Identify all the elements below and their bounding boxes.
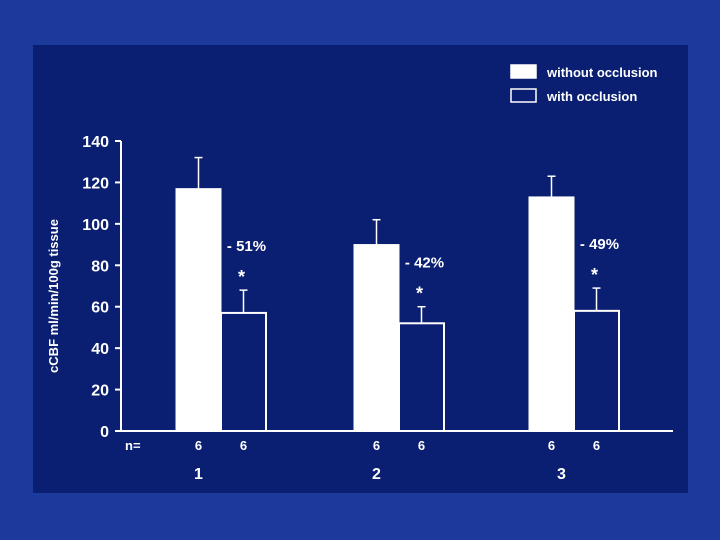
legend-swatch-with-occlusion bbox=[510, 88, 537, 103]
y-tick-label: 120 bbox=[82, 175, 109, 192]
n-label: n= bbox=[125, 438, 141, 453]
chart-panel: 0 20 40 60 80 100 120 140 cCBF ml/min/100g tissu… bbox=[33, 45, 688, 493]
y-tick-label: 80 bbox=[91, 258, 109, 275]
legend-swatch-without-occlusion bbox=[510, 64, 537, 79]
n-count-label: 6 bbox=[418, 438, 425, 453]
n-count-label: 6 bbox=[240, 438, 247, 453]
n-count-label: 6 bbox=[593, 438, 600, 453]
bar-without-occlusion bbox=[528, 196, 575, 432]
percent-change-label: - 49% bbox=[580, 236, 619, 253]
significance-asterisk: * bbox=[238, 267, 245, 287]
y-tick-label: 100 bbox=[82, 217, 109, 234]
bar-without-occlusion bbox=[175, 188, 222, 432]
category-label: 2 bbox=[372, 466, 381, 483]
category-label: 1 bbox=[194, 466, 203, 483]
y-tick-label: 60 bbox=[91, 300, 109, 317]
y-tick-label: 0 bbox=[100, 424, 109, 441]
y-tick-label: 20 bbox=[91, 383, 109, 400]
bar-with-occlusion bbox=[220, 311, 267, 432]
n-count-label: 6 bbox=[195, 438, 202, 453]
bar-chart: 0 20 40 60 80 100 120 140 cCBF ml/min/100g tissu… bbox=[46, 64, 673, 483]
n-count-label: 6 bbox=[548, 438, 555, 453]
significance-asterisk: * bbox=[591, 265, 598, 285]
legend-label: without occlusion bbox=[546, 65, 658, 80]
y-tick-label: 140 bbox=[82, 134, 109, 151]
n-count-label: 6 bbox=[373, 438, 380, 453]
y-tick-label: 40 bbox=[91, 341, 109, 358]
bar-with-occlusion bbox=[398, 322, 445, 432]
legend-label: with occlusion bbox=[546, 89, 637, 104]
bar-with-occlusion bbox=[573, 309, 620, 433]
percent-change-label: - 42% bbox=[405, 255, 444, 272]
percent-change-label: - 51% bbox=[227, 238, 266, 255]
bar-without-occlusion bbox=[353, 244, 400, 432]
significance-asterisk: * bbox=[416, 284, 423, 304]
y-axis-label: cCBF ml/min/100g tissue bbox=[46, 219, 61, 373]
category-label: 3 bbox=[557, 466, 566, 483]
